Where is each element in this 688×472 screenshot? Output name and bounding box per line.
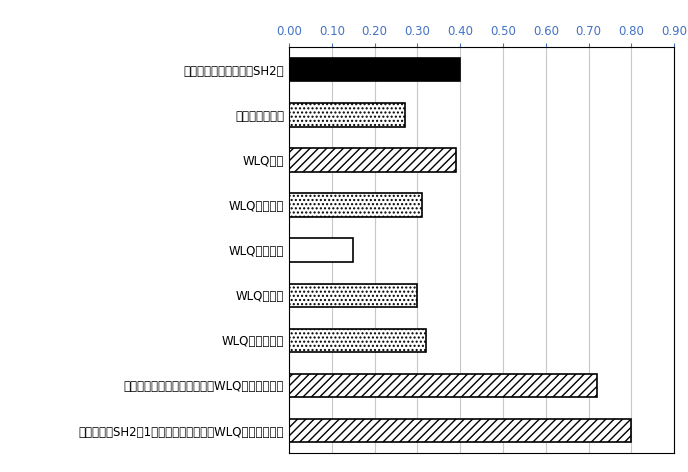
Bar	[289, 284, 418, 307]
Bar	[289, 103, 405, 126]
Bar	[289, 419, 632, 442]
Bar	[289, 238, 353, 262]
Bar	[289, 374, 597, 397]
Bar	[289, 58, 460, 82]
Bar	[289, 194, 422, 217]
Bar	[289, 329, 426, 352]
Bar	[289, 148, 456, 172]
